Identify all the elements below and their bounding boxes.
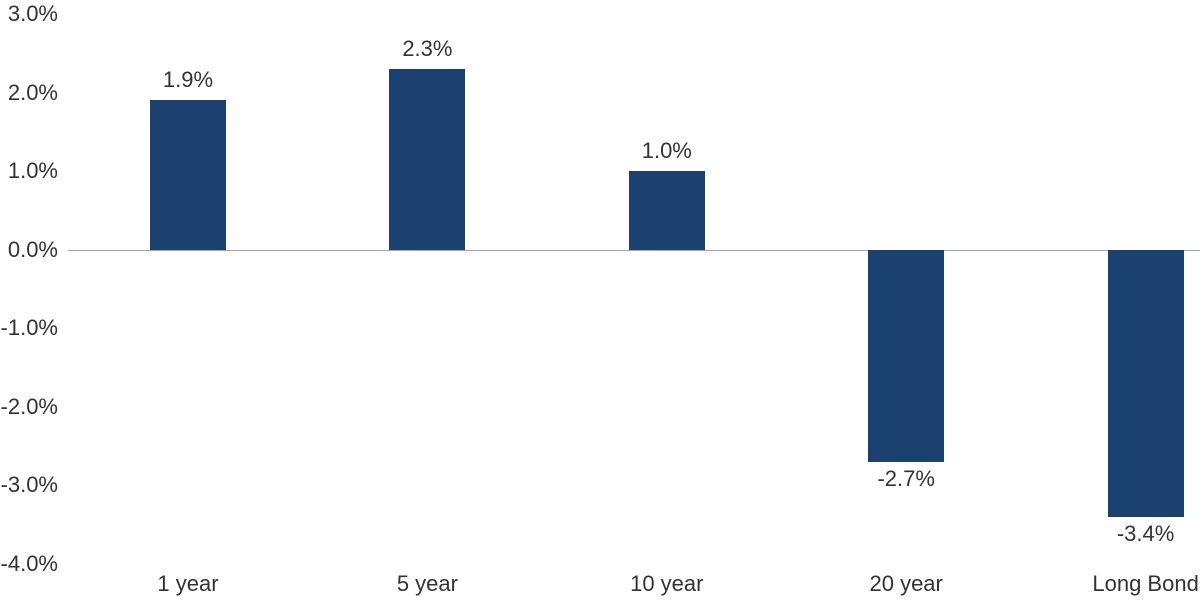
- y-axis-tick-label: 1.0%: [7, 158, 58, 184]
- zero-axis-line: [68, 249, 1200, 251]
- x-axis-label: 5 year: [396, 571, 458, 596]
- x-axis-label: 20 year: [869, 571, 943, 596]
- bar: [1107, 249, 1184, 517]
- y-axis-tick-label: 0.0%: [7, 236, 58, 262]
- bar-value-label: 1.0%: [641, 138, 692, 164]
- bar: [868, 249, 945, 462]
- bar: [389, 69, 466, 250]
- y-axis-tick-label: 3.0%: [7, 1, 58, 26]
- x-axis-label: 10 year: [630, 571, 704, 596]
- x-axis-label: Long Bond: [1092, 571, 1199, 596]
- x-axis-label: 1 year: [157, 571, 219, 596]
- y-axis-tick-label: -2.0%: [0, 393, 58, 419]
- y-axis-tick-label: -4.0%: [0, 551, 58, 576]
- bar-value-label: 2.3%: [402, 36, 453, 61]
- bar: [150, 100, 226, 250]
- y-axis-tick-label: -3.0%: [0, 472, 58, 498]
- bar-value-label: -3.4%: [1116, 520, 1175, 546]
- y-axis-tick-label: 2.0%: [7, 79, 58, 105]
- bar-value-label: 1.9%: [162, 67, 214, 93]
- bar-value-label: -2.7%: [877, 465, 935, 491]
- bar: [628, 171, 705, 250]
- y-axis-tick-label: -1.0%: [0, 315, 58, 341]
